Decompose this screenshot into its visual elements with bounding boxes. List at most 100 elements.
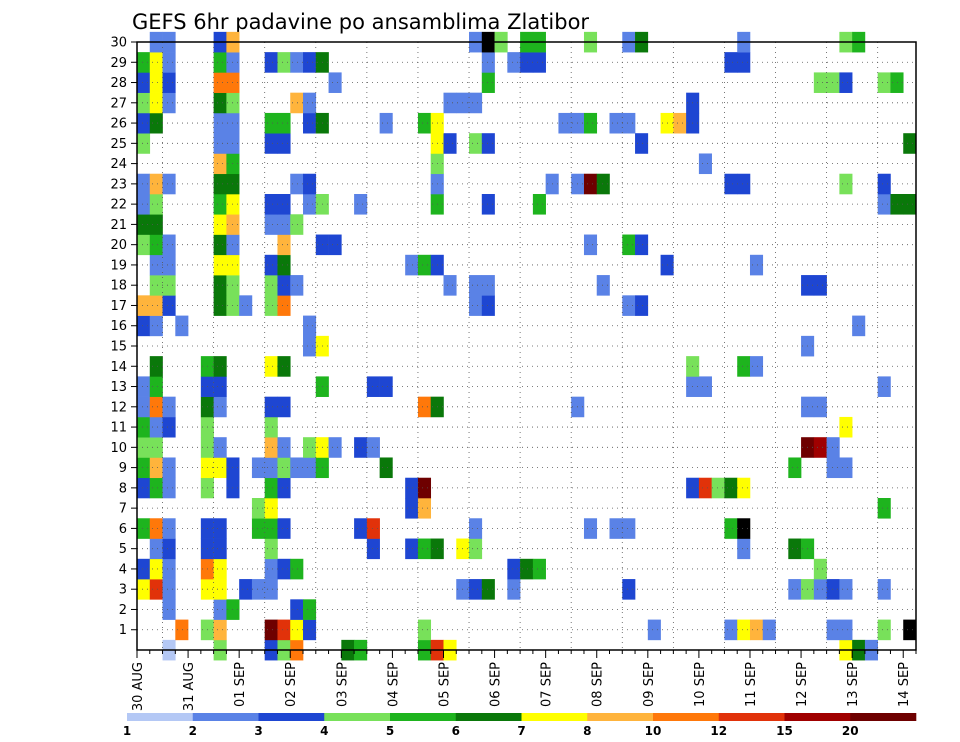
- heatmap-cell: [149, 538, 163, 560]
- y-tick-label: 25: [110, 137, 127, 152]
- y-tick-label: 18: [110, 279, 127, 294]
- heatmap-cell: [839, 457, 853, 479]
- heatmap-cell: [162, 275, 176, 296]
- heatmap-cell: [737, 538, 751, 560]
- y-tick-label: 26: [110, 117, 127, 132]
- heatmap-cell: [277, 437, 291, 458]
- heatmap-cell: [162, 538, 176, 560]
- heatmap-cell: [405, 498, 419, 519]
- heatmap-cell: [213, 579, 227, 600]
- heatmap-cell: [303, 619, 317, 641]
- y-tick-label: 7: [119, 502, 127, 517]
- x-tick-label: 30 AUG: [131, 662, 146, 711]
- colorbar-swatch: [127, 713, 194, 721]
- heatmap-cell: [137, 579, 151, 600]
- heatmap-cell: [890, 194, 904, 215]
- heatmap-cell: [303, 173, 317, 195]
- y-tick-label: 22: [110, 198, 127, 213]
- heatmap-cell: [137, 173, 151, 195]
- heatmap-cell: [175, 315, 189, 337]
- colorbar-swatch: [455, 713, 522, 721]
- heatmap-cell: [481, 72, 495, 93]
- heatmap-cell: [149, 315, 163, 337]
- heatmap-cell: [149, 275, 163, 296]
- heatmap-cell: [417, 477, 432, 499]
- heatmap-cell: [469, 133, 483, 154]
- heatmap-cell: [826, 437, 840, 458]
- heatmap-cell: [264, 275, 278, 296]
- heatmap-cell: [622, 518, 636, 539]
- heatmap-cell: [366, 376, 380, 397]
- heatmap-cell: [417, 619, 432, 641]
- heatmap-cell: [162, 518, 176, 539]
- y-tick-label: 21: [110, 218, 127, 233]
- heatmap-cell: [877, 619, 891, 641]
- y-tick-label: 29: [110, 56, 127, 71]
- heatmap-cell: [137, 477, 151, 499]
- heatmap-cell: [469, 295, 483, 316]
- x-tick-label: 03 SEP: [335, 662, 350, 707]
- heatmap-cell: [813, 558, 827, 580]
- colorbar-swatch: [850, 713, 917, 721]
- heatmap-cell: [622, 234, 636, 256]
- heatmap-cell: [162, 52, 176, 73]
- heatmap-cell: [213, 52, 227, 73]
- x-tick-label: 02 SEP: [284, 662, 299, 707]
- heatmap-cell: [137, 112, 151, 134]
- y-tick-label: 10: [110, 441, 127, 456]
- y-tick-label: 11: [110, 421, 127, 436]
- heatmap-cell: [162, 396, 176, 418]
- colorbar-label: 15: [776, 724, 793, 738]
- heatmap-cell: [443, 133, 457, 154]
- heatmap-cell: [354, 518, 368, 539]
- colorbar-swatch: [653, 713, 720, 721]
- heatmap-cell: [290, 599, 304, 620]
- heatmap-cell: [507, 579, 521, 600]
- heatmap-cell: [137, 457, 151, 479]
- heatmap-cell: [137, 214, 151, 235]
- heatmap-cell: [622, 295, 636, 316]
- heatmap-cell: [469, 538, 483, 560]
- heatmap-cell: [737, 619, 751, 641]
- heatmap-cell: [520, 558, 534, 580]
- y-tick-label: 5: [119, 542, 127, 557]
- heatmap-cell: [137, 437, 151, 458]
- heatmap-cell: [609, 518, 623, 539]
- heatmap-cell: [213, 599, 227, 620]
- colorbar-swatch: [192, 713, 259, 721]
- heatmap-cell: [877, 72, 891, 93]
- x-tick-label: 12 SEP: [795, 662, 810, 707]
- heatmap-cell: [137, 295, 151, 316]
- heatmap-cell: [213, 173, 227, 195]
- heatmap-cell: [277, 396, 291, 418]
- colorbar-label: 7: [517, 724, 525, 738]
- colorbar-swatch: [784, 713, 851, 721]
- heatmap-cell: [622, 579, 636, 600]
- heatmap-cell: [290, 52, 304, 73]
- heatmap-cell: [213, 275, 227, 296]
- heatmap-cell: [137, 518, 151, 539]
- heatmap-cell: [213, 356, 227, 377]
- colorbar-label: 20: [842, 724, 859, 738]
- heatmap-cell: [213, 153, 227, 175]
- heatmap-cell: [737, 173, 751, 195]
- heatmap-cell: [788, 538, 802, 560]
- heatmap-cell: [149, 92, 163, 114]
- heatmap-cell: [277, 457, 291, 479]
- heatmap-cell: [149, 396, 163, 418]
- heatmap-cell: [635, 295, 649, 316]
- heatmap-cell: [290, 619, 304, 641]
- heatmap-cell: [583, 173, 598, 195]
- heatmap-cell: [328, 234, 342, 256]
- heatmap-cell: [711, 477, 725, 499]
- heatmap-cell: [749, 356, 764, 377]
- heatmap-cell: [277, 356, 291, 377]
- heatmap-cell: [737, 52, 751, 73]
- heatmap-cell: [137, 194, 151, 215]
- heatmap-cell: [137, 416, 151, 438]
- heatmap-cell: [213, 72, 227, 93]
- heatmap-cell: [137, 234, 151, 256]
- heatmap-cell: [903, 194, 917, 215]
- heatmap-cell: [162, 416, 176, 438]
